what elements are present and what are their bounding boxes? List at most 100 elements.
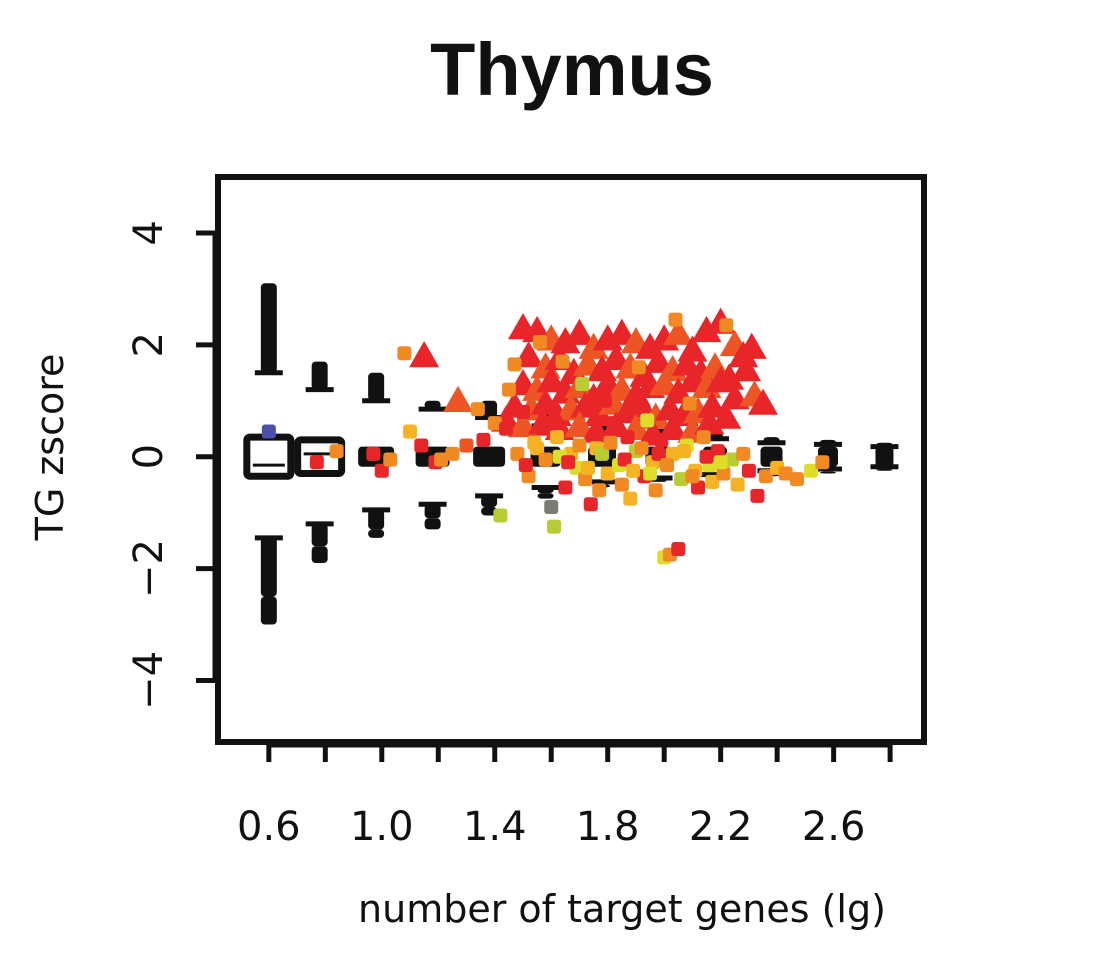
square-point [648,483,663,498]
null-lower-tail [424,504,441,519]
triangle-point [443,385,474,413]
square-point [470,402,485,417]
square-point [374,463,389,478]
square-point [532,335,547,350]
x-axis-label: number of target genes (lg) [358,887,886,931]
triangle-point [671,349,702,376]
y-axis-label: TG zscore [28,354,72,542]
square-point [741,463,756,478]
square-point [665,446,680,461]
square-point [329,444,344,459]
triangle-point [626,391,657,418]
square-point [583,497,598,512]
square-point [476,432,491,447]
triangle-point [536,366,567,393]
y-tick-label: 4 [126,220,172,245]
square-point [510,446,525,461]
x-tick-label: 1.0 [350,804,414,850]
y-tick-label: 2 [126,332,172,357]
square-point [538,452,553,467]
null-center-block [473,446,506,467]
square-point [501,382,516,397]
null-lower-end [368,529,385,538]
square-point [544,500,559,515]
square-point [575,376,590,391]
square-point [671,542,686,557]
square-point [626,463,641,478]
null-lower-end [481,507,498,516]
square-point [434,452,449,467]
square-point [699,449,714,464]
square-point [674,472,689,487]
x-tick-label: 2.2 [689,804,753,850]
square-point [651,446,666,461]
x-tick-label: 0.6 [237,804,301,850]
y-tick-label: −4 [126,651,172,710]
square-point [815,455,830,470]
square-point [487,416,502,431]
square-point [507,357,522,372]
square-point [603,435,618,450]
square-point [580,460,595,475]
triangle-point [598,388,629,415]
square-point [595,446,610,461]
square-point [696,430,711,445]
y-tick-label: −2 [126,539,172,598]
square-point [643,466,658,481]
triangle-point [643,346,674,373]
square-point [676,444,691,459]
square-point [597,393,612,408]
square-point [397,346,412,361]
null-lower-end [819,471,836,474]
series-squares [261,312,830,565]
square-point [515,404,530,419]
null-lower-end [424,518,441,530]
null-lower-end [537,493,554,499]
square-point [600,466,615,481]
triangle-point [564,318,595,345]
triangle-point [731,354,762,382]
box-body [243,433,295,480]
plot-frame [215,174,927,745]
triangle-point [663,318,694,345]
null-upper-tail [260,283,277,373]
square-point [705,474,720,489]
square-point [719,318,734,333]
square-point [623,491,638,506]
null-column-1 [305,361,334,563]
null-lower-end [260,596,277,625]
square-point [682,396,697,411]
triangle-point [409,341,440,368]
square-point [724,452,739,467]
null-lower-end [876,469,893,471]
triangle-point [705,366,736,393]
triangle-point [606,318,637,345]
square-point [710,444,725,459]
null-lower-tail [260,537,277,597]
square-point [778,466,793,481]
square-point [558,480,573,495]
square-point [535,421,550,436]
square-point [518,458,533,473]
chart-title: Thymus [430,28,714,111]
square-point [789,472,804,487]
triangle-point [564,410,595,438]
square-point [549,430,564,445]
triangle-point [527,408,558,435]
axes: 0.6 1.0 1.4 1.8 2.2 2.6 −4 −2 0 2 4 [126,220,893,850]
x-tick-label: 1.4 [463,804,527,850]
square-point [592,483,607,498]
null-lower-tail [368,509,385,530]
square-point [620,430,635,445]
square-point [750,488,765,503]
null-lower-end [650,480,667,482]
square-point [634,441,649,456]
square-point [660,458,675,473]
null-column-4 [473,400,506,516]
square-point [521,469,536,484]
null-column-11 [870,442,899,471]
null-center-block [875,446,894,467]
square-point [654,432,669,447]
square-point [493,508,508,523]
square-point [572,438,587,453]
